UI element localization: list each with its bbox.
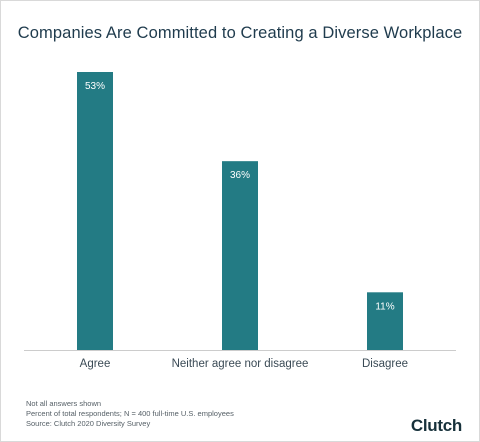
footnote-source: Source: Clutch 2020 Diversity Survey [26,419,151,428]
data-label-disagree: 11% [375,301,394,312]
footnote-not-all-answers: Not all answers shown [26,399,102,408]
bar-neither-agree-nor-disagree [222,161,258,350]
x-tick-label-disagree: Disagree [362,358,408,370]
bar-disagree [367,292,403,350]
bar-agree [77,72,113,350]
x-tick-label-agree: Agree [80,358,111,370]
x-tick-label-neither-agree-nor-disagree: Neither agree nor disagree [172,358,309,370]
footnote-respondents: Percent of total respondents; N = 400 fu… [26,409,234,418]
footnotes: Not all answers shown Percent of total r… [26,399,234,429]
clutch-logo-text: Clutch [410,416,462,435]
chart-title: Companies Are Committed to Creating a Di… [17,24,463,42]
clutch-logo: Clutch [411,416,462,436]
data-label-agree: 53% [85,81,105,92]
data-label-neither-agree-nor-disagree: 36% [230,170,250,181]
